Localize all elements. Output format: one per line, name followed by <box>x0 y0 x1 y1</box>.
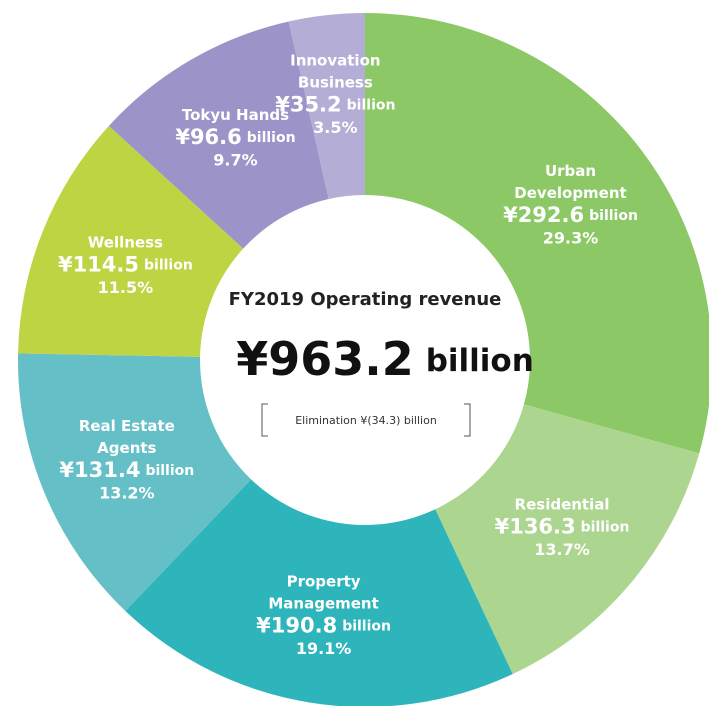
slice-value-unit: billion <box>581 520 630 536</box>
slice-category: Residential <box>515 495 610 513</box>
chart-title: FY2019 Operating revenue <box>229 289 502 310</box>
labels: Urban Development¥292.6 billion 29.3% Reside… <box>58 51 638 658</box>
slice-value-amount: ¥136.3 <box>495 515 576 539</box>
slice-value: ¥136.3 billion <box>495 515 630 539</box>
slice-value-amount: ¥96.6 <box>175 125 241 149</box>
slice-value-unit: billion <box>347 98 396 114</box>
slice-value-unit: billion <box>247 130 296 146</box>
slice-percentage: 13.2% <box>99 484 155 503</box>
slice-value-unit: billion <box>145 463 194 479</box>
total-value: ¥963.2 <box>236 332 414 386</box>
slice-value: ¥114.5 billion <box>58 252 193 276</box>
slice <box>435 404 700 674</box>
slice-percentage: 19.1% <box>296 639 352 658</box>
slice-percentage: 9.7% <box>213 150 257 169</box>
note: Elimination ¥(34.3) billion <box>295 414 437 427</box>
slice-category: Property Management <box>268 572 378 612</box>
slice-value-unit: billion <box>144 257 193 273</box>
slice-percentage: 29.3% <box>543 229 599 248</box>
slice-percentage: 11.5% <box>98 278 154 297</box>
slice <box>365 13 709 454</box>
total-unit: billion <box>426 343 534 379</box>
slice-category: Tokyu Hands <box>182 105 289 123</box>
slice-category: Wellness <box>88 233 163 251</box>
slice-value: ¥96.6 billion <box>175 125 295 149</box>
slice-value-unit: billion <box>589 208 638 224</box>
slice-value: ¥292.6 billion <box>503 203 638 227</box>
slice-value: ¥190.8 billion <box>256 614 391 638</box>
slice <box>108 21 329 249</box>
slice <box>17 353 252 611</box>
total: ¥963.2 billion <box>236 332 534 386</box>
slice-category: Urban Development <box>514 162 626 202</box>
slice-value-amount: ¥190.8 <box>256 614 337 638</box>
slice-value-amount: ¥114.5 <box>58 252 139 276</box>
slice-percentage: 3.5% <box>313 118 357 137</box>
slices <box>17 13 709 706</box>
slice-percentage: 13.7% <box>534 540 590 559</box>
slice-value-amount: ¥292.6 <box>503 203 584 227</box>
slice-value-amount: ¥131.4 <box>59 458 140 482</box>
slice <box>18 125 244 357</box>
slice-category: Innovation Business <box>290 51 380 91</box>
slice-value-amount: ¥35.2 <box>275 93 341 117</box>
slice-value: ¥35.2 billion <box>275 93 395 117</box>
note-brackets <box>261 403 471 437</box>
slice-value: ¥131.4 billion <box>59 458 194 482</box>
slice-value-unit: billion <box>342 619 391 635</box>
slice-category: Real Estate Agents <box>79 417 175 457</box>
slice <box>288 13 365 200</box>
slice <box>125 479 513 706</box>
